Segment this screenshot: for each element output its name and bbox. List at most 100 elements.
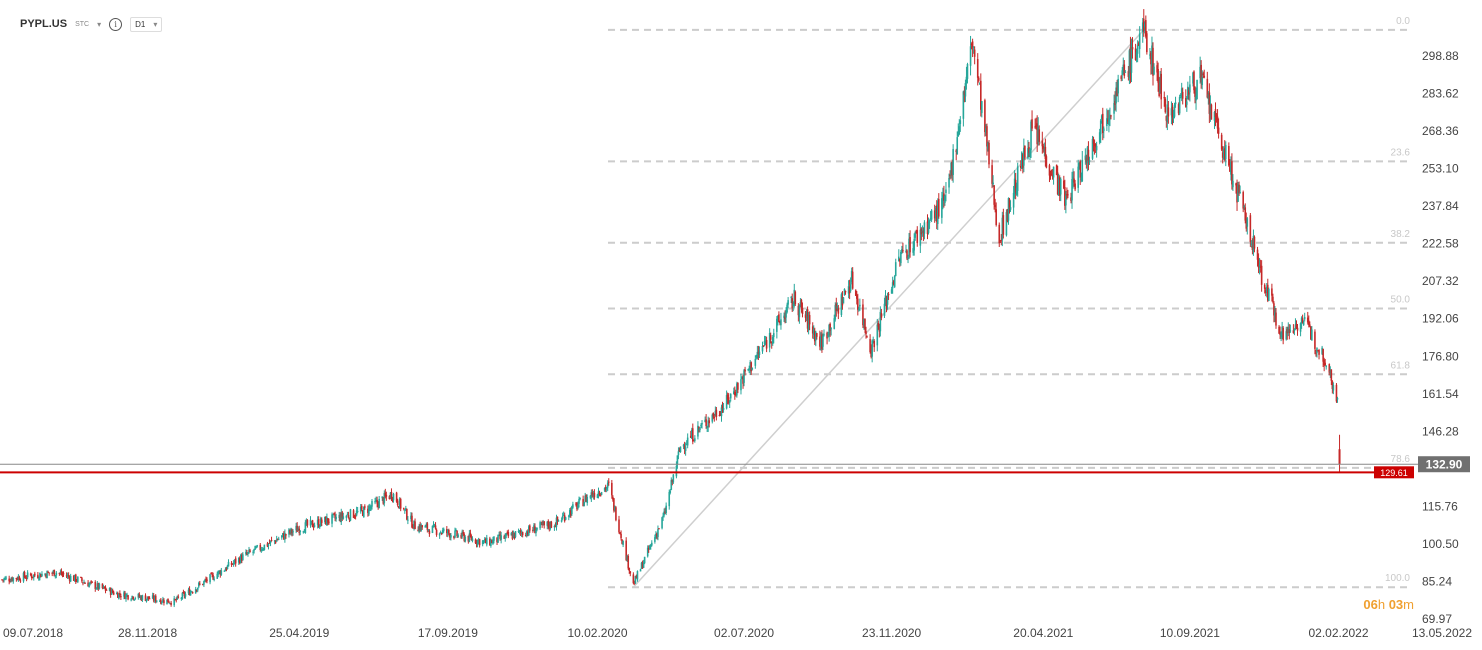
- candle-body: [1199, 66, 1201, 79]
- candle-body: [223, 570, 226, 572]
- candle-body: [627, 555, 630, 569]
- candle-body: [206, 579, 208, 582]
- candle-body: [950, 162, 952, 176]
- candle-body: [40, 574, 42, 578]
- candle-body: [843, 288, 846, 296]
- candle-body: [1165, 115, 1168, 121]
- trendline: [632, 29, 1145, 588]
- candle-body: [718, 414, 721, 416]
- candle-body: [231, 563, 234, 565]
- candle-body: [383, 492, 386, 504]
- symbol-name[interactable]: PYPL.US: [20, 18, 68, 30]
- candle-body: [88, 583, 90, 588]
- candle-body: [449, 533, 451, 538]
- candle-body: [626, 555, 629, 561]
- candle-body: [168, 602, 170, 604]
- candle-body: [23, 572, 26, 578]
- candle-body: [995, 209, 997, 225]
- candle-body: [39, 573, 41, 578]
- candle-body: [204, 579, 206, 581]
- candle-body: [858, 308, 860, 310]
- candle-body: [785, 309, 787, 318]
- candle-body: [232, 562, 235, 565]
- candle-body: [988, 142, 990, 165]
- candle-body: [1187, 86, 1189, 100]
- candle-body: [312, 526, 315, 528]
- candle-body: [952, 148, 954, 175]
- candle-body: [942, 194, 944, 201]
- candle-body: [857, 298, 859, 310]
- candle-body: [304, 522, 307, 533]
- candle-body: [127, 595, 129, 600]
- candle-body: [382, 497, 385, 504]
- candle-body: [191, 592, 194, 594]
- candle-body: [1106, 118, 1108, 126]
- fib-level-label: 78.6: [1391, 454, 1411, 465]
- candle-body: [514, 531, 517, 538]
- candle-body: [433, 525, 436, 527]
- candle-body: [661, 517, 663, 529]
- candle-body: [317, 519, 320, 528]
- candle-body: [633, 583, 636, 585]
- candle-body: [1055, 164, 1058, 176]
- candle-body: [578, 499, 580, 504]
- candle-body: [1034, 126, 1036, 128]
- instrument-type: STC: [75, 20, 90, 28]
- candle-body: [1207, 94, 1210, 100]
- candle-body: [569, 509, 571, 517]
- candle-body: [1173, 104, 1176, 117]
- candle-body: [1081, 159, 1084, 182]
- timeframe-selector[interactable]: D1 ▾: [130, 16, 163, 32]
- candle-body: [276, 539, 279, 541]
- candle-body: [872, 340, 874, 342]
- candle-body: [491, 540, 493, 544]
- candle-body: [1145, 20, 1147, 37]
- candle-body: [801, 308, 804, 315]
- candle-body: [836, 306, 839, 309]
- candle-body: [1272, 296, 1274, 302]
- candle-body: [32, 574, 35, 578]
- candle-body: [1258, 264, 1261, 268]
- candle-body: [220, 570, 223, 575]
- candle-body: [334, 515, 336, 519]
- candle-body: [536, 527, 538, 530]
- candle-body: [1129, 47, 1132, 74]
- candle-body: [684, 446, 687, 451]
- y-tick-label: 100.50: [1422, 537, 1459, 551]
- candle-body: [471, 538, 474, 542]
- info-icon[interactable]: i: [109, 17, 123, 31]
- candle-body: [299, 530, 302, 532]
- candle-body: [776, 318, 778, 332]
- candle-body: [174, 599, 177, 601]
- candle-body: [783, 315, 785, 318]
- candle-body: [1042, 145, 1045, 150]
- candle-body: [1239, 192, 1241, 194]
- candle-body: [1113, 103, 1115, 114]
- y-tick-label: 298.88: [1422, 49, 1459, 63]
- candle-body: [941, 198, 943, 218]
- candle-body: [772, 333, 775, 338]
- candle-body: [830, 328, 832, 330]
- candle-body: [180, 597, 183, 599]
- candle-body: [539, 522, 541, 529]
- candle-body: [991, 165, 993, 184]
- candle-body: [1084, 155, 1087, 160]
- candle-body: [338, 514, 341, 518]
- candle-body: [1193, 71, 1195, 91]
- candle-body: [115, 592, 118, 595]
- candle-body: [284, 532, 286, 540]
- candle-body: [919, 229, 922, 246]
- chevron-down-icon[interactable]: ▾: [97, 19, 102, 29]
- candle-body: [570, 510, 572, 516]
- candle-body: [395, 492, 398, 502]
- candle-body: [871, 340, 873, 357]
- candle-body: [456, 531, 458, 537]
- candle-body: [371, 500, 373, 507]
- candle-body: [1329, 370, 1332, 373]
- candle-body: [1184, 98, 1187, 107]
- candle-body: [48, 572, 50, 574]
- candle-body: [1179, 94, 1182, 96]
- candle-body: [1244, 207, 1247, 221]
- candle-body: [646, 547, 649, 557]
